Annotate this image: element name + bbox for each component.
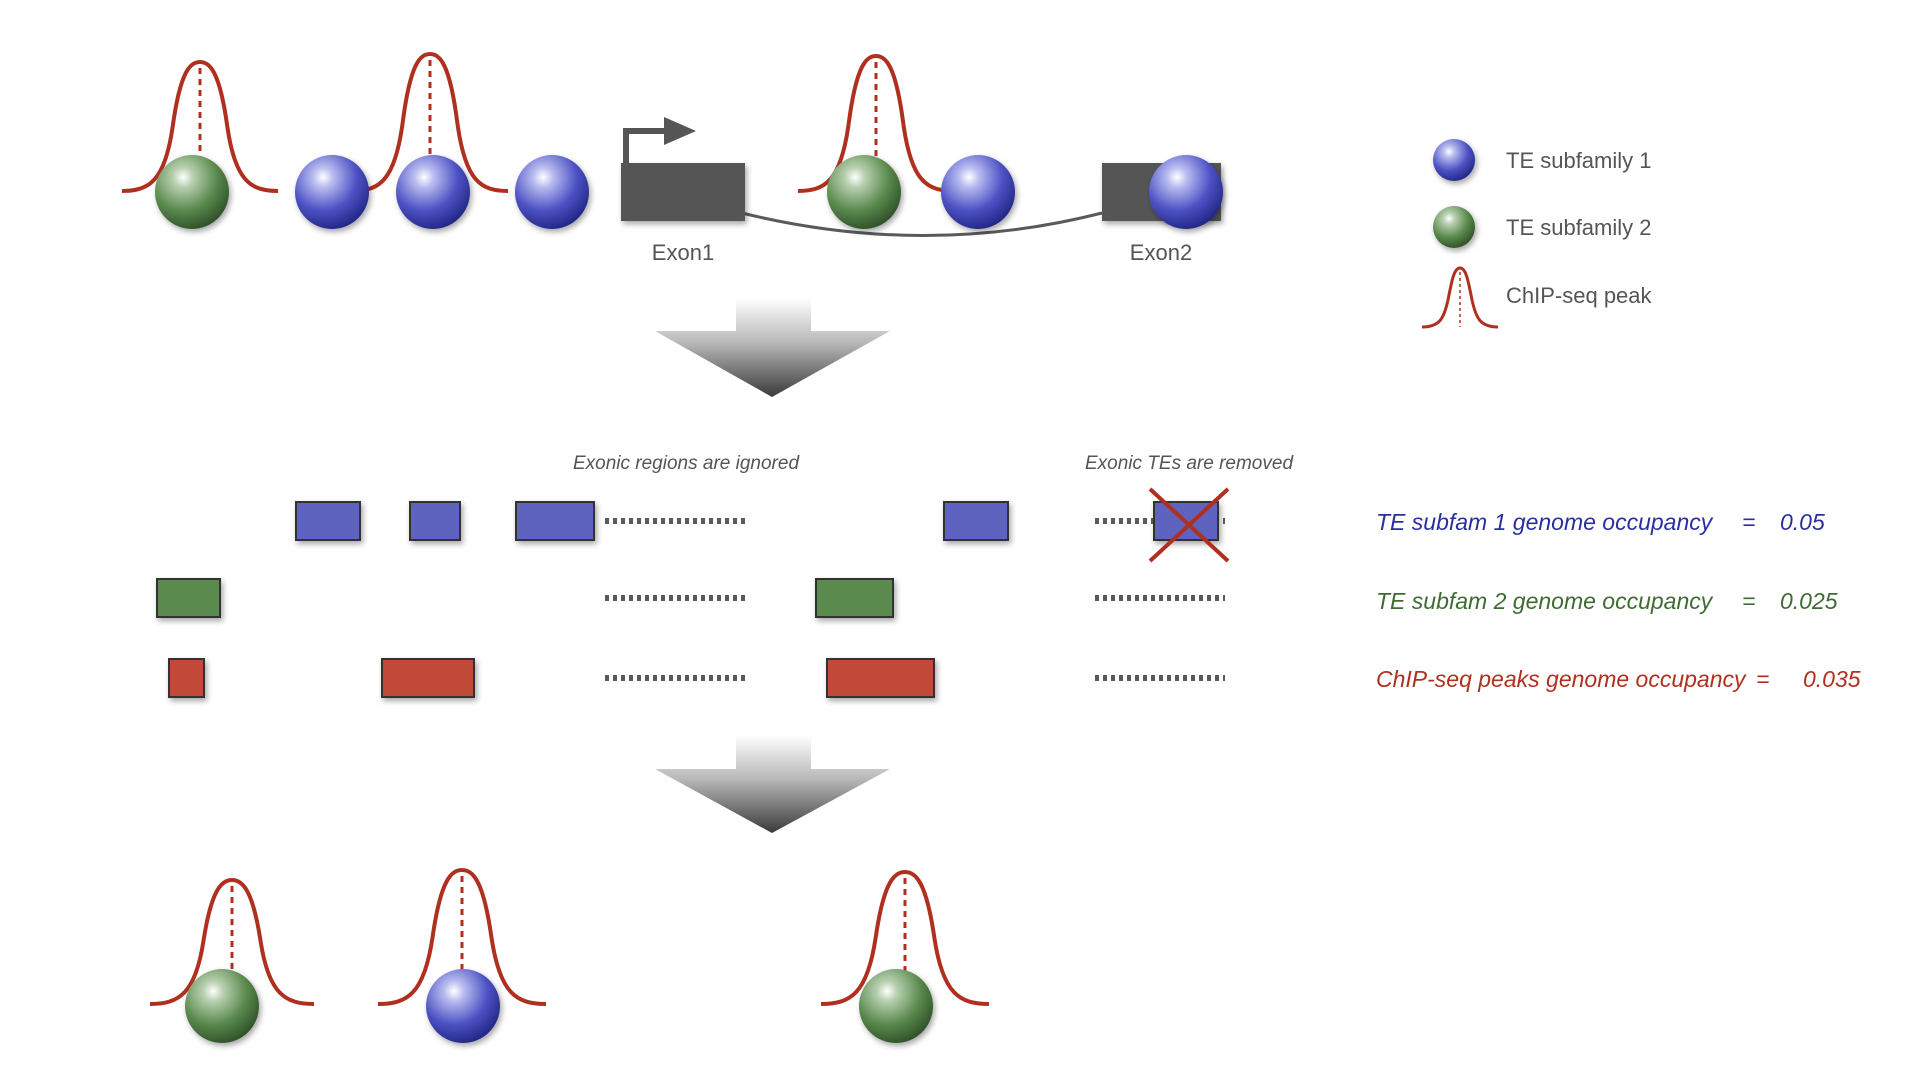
result-te-subfamily1-sphere-1 xyxy=(426,969,500,1043)
note-exonic-regions-ignored: Exonic regions are ignored xyxy=(573,453,800,474)
peaks-track xyxy=(124,658,1332,698)
te2-occupancy-equals: = xyxy=(1742,588,1755,614)
peaks-region-2 xyxy=(381,658,475,698)
legend-te1-label: TE subfamily 1 xyxy=(1506,148,1652,173)
te1-occupancy-value: 0.05 xyxy=(1780,509,1825,535)
te2-occupancy-value: 0.025 xyxy=(1780,588,1838,614)
occupancy-tracks xyxy=(124,501,1332,698)
legend-te2-sphere-icon xyxy=(1433,206,1475,248)
transcription-start-arrow xyxy=(623,117,696,163)
bottom-peak-2 xyxy=(377,867,547,1006)
te1-occupancy-equals: = xyxy=(1742,509,1755,535)
peaks-occupancy-value: 0.035 xyxy=(1803,666,1861,692)
result-te-subfamily2-sphere-1 xyxy=(185,969,259,1043)
result-te-subfamily2-sphere-2 xyxy=(859,969,933,1043)
te1-occupancy-row: TE subfam 1 genome occupancy = 0.05 xyxy=(1376,509,1825,535)
legend-peak-label: ChIP-seq peak xyxy=(1506,283,1653,308)
te1-region-1 xyxy=(295,501,361,541)
exon1-label: Exon1 xyxy=(652,240,714,265)
bottom-te-spheres xyxy=(185,969,933,1043)
legend: TE subfamily 1 TE subfamily 2 ChIP-seq p… xyxy=(1421,139,1653,329)
te-subfamily2-sphere-1 xyxy=(155,155,229,229)
te-subfamily1-sphere-4 xyxy=(515,155,589,229)
te2-region-2 xyxy=(815,578,894,618)
te1-region-2 xyxy=(409,501,461,541)
te2-occupancy-label: TE subfam 2 genome occupancy xyxy=(1376,588,1714,614)
legend-te2-label: TE subfamily 2 xyxy=(1506,215,1652,240)
middle-panel: Exonic regions are ignored Exonic TEs ar… xyxy=(124,453,1861,698)
peaks-occupancy-row: ChIP-seq peaks genome occupancy = 0.035 xyxy=(1376,666,1861,692)
splice-connector xyxy=(741,211,1103,237)
te-subfamily1-sphere-6 xyxy=(941,155,1015,229)
peaks-region-1 xyxy=(168,658,205,698)
top-panel: Exon1 Exon2 xyxy=(120,51,1338,265)
te-subfamily2-sphere-5 xyxy=(827,155,901,229)
te2-occupancy-row: TE subfam 2 genome occupancy = 0.025 xyxy=(1376,588,1838,614)
te2-track xyxy=(124,578,1332,618)
te1-region-4 xyxy=(943,501,1009,541)
down-arrow-1 xyxy=(655,298,890,397)
exon2-label: Exon2 xyxy=(1130,240,1192,265)
peaks-region-3 xyxy=(826,658,935,698)
te-subfamily1-sphere-2 xyxy=(295,155,369,229)
legend-peak-icon xyxy=(1421,266,1499,329)
te-subfamily1-sphere-7 xyxy=(1149,155,1223,229)
te1-track xyxy=(124,501,1332,541)
down-arrow-2 xyxy=(655,735,890,833)
bottom-chipseq-peaks xyxy=(149,867,990,1006)
top-peak-2 xyxy=(351,51,509,193)
te1-occupancy-label: TE subfam 1 genome occupancy xyxy=(1376,509,1714,535)
bottom-peak-1 xyxy=(149,877,315,1006)
te1-region-3 xyxy=(515,501,595,541)
note-exonic-tes-removed: Exonic TEs are removed xyxy=(1085,453,1294,474)
te-subfamily1-sphere-3 xyxy=(396,155,470,229)
peaks-occupancy-label: ChIP-seq peaks genome occupancy xyxy=(1376,666,1747,692)
peaks-occupancy-equals: = xyxy=(1756,666,1769,692)
te2-region-1 xyxy=(156,578,221,618)
legend-te1-sphere-icon xyxy=(1433,139,1475,181)
exon1-box xyxy=(621,163,745,221)
removed-te-cross-icon xyxy=(1148,487,1230,563)
bottom-panel xyxy=(149,867,1370,1043)
top-te-spheres xyxy=(155,155,1223,229)
